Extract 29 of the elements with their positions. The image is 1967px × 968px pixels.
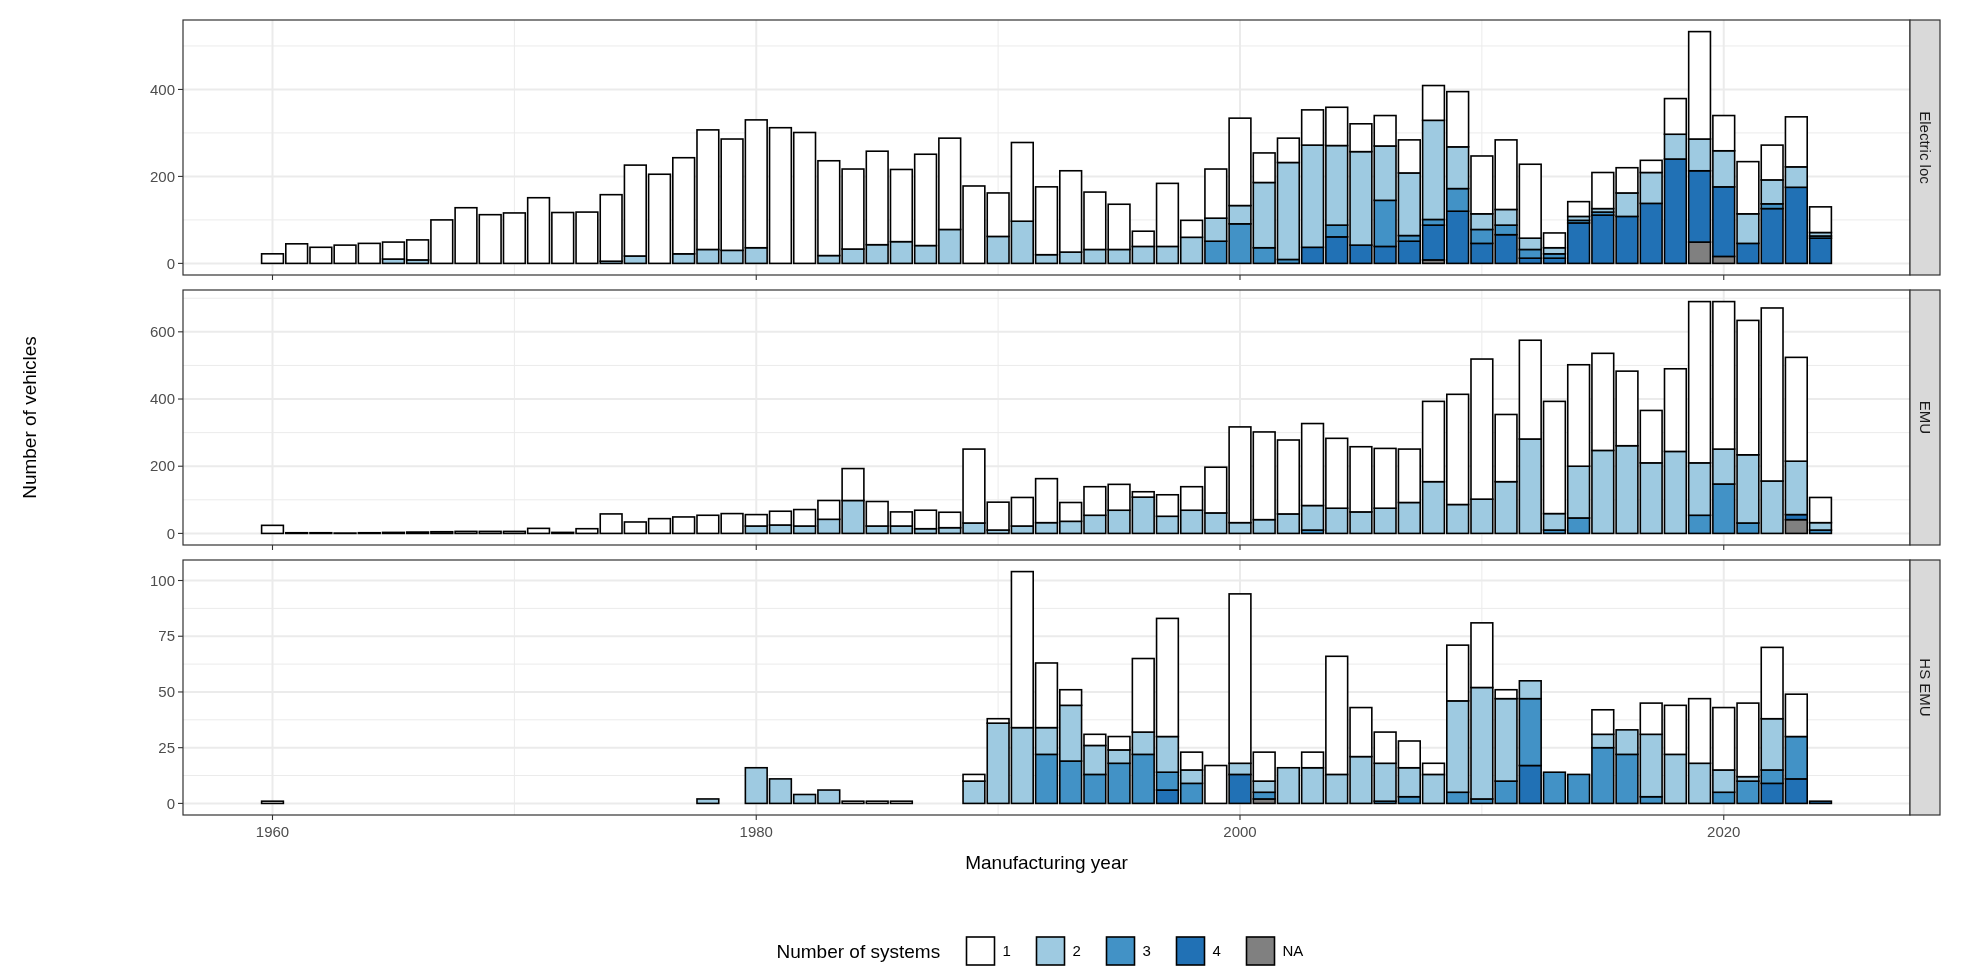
x-tick-label: 2020: [1707, 823, 1741, 840]
y-tick-label: 50: [158, 683, 175, 701]
y-tick-label: 100: [149, 571, 175, 589]
y-tick-label: 75: [158, 627, 175, 645]
legend-label: 3: [1142, 942, 1151, 960]
y-tick-label: 200: [149, 167, 175, 185]
x-tick-label: 1980: [739, 823, 773, 840]
x-tick-label: 2000: [1223, 823, 1257, 840]
x-axis-title: Manufacturing year: [965, 852, 1129, 873]
y-tick-label: 200: [149, 457, 175, 475]
legend-title: Number of systems: [776, 940, 941, 962]
y-tick-label: 0: [166, 254, 175, 272]
y-axis-title: Number of vehicles: [19, 336, 40, 499]
legend-label: 1: [1002, 942, 1011, 960]
legend-label: 2: [1072, 942, 1081, 960]
bar: [696, 798, 720, 805]
y-tick-label: 600: [149, 323, 175, 341]
bar: [260, 800, 285, 805]
y-tick-label: 400: [149, 390, 175, 408]
y-tick-label: 25: [158, 738, 175, 756]
x-tick-label: 1960: [255, 823, 290, 840]
legend-label: 4: [1212, 942, 1221, 960]
y-tick-label: 400: [149, 80, 175, 98]
text: HS EMU: [1916, 658, 1934, 717]
legend-label: NA: [1282, 942, 1304, 960]
text: Electric loc: [1916, 111, 1934, 185]
y-tick-label: 0: [166, 524, 175, 542]
text: EMU: [1916, 400, 1934, 435]
y-tick-label: 0: [166, 794, 175, 812]
